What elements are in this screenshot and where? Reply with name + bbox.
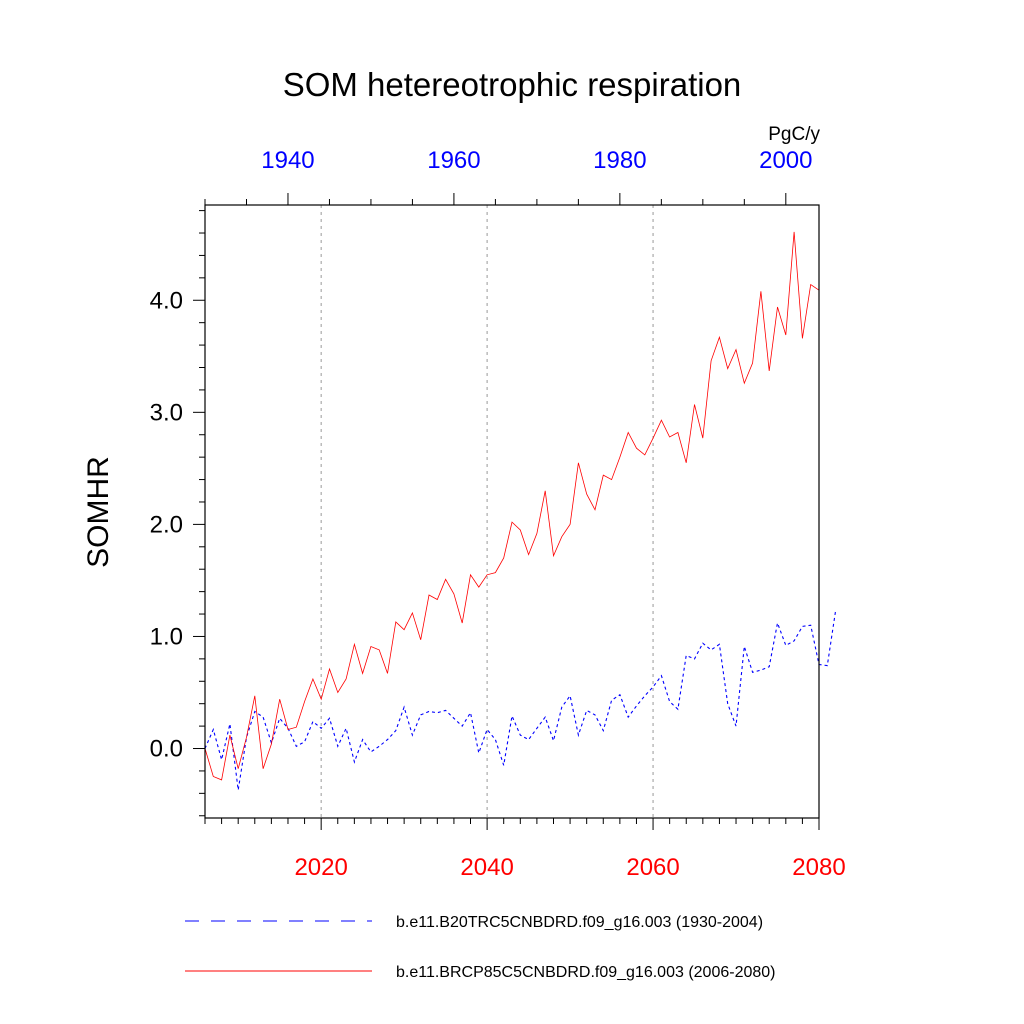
plot-frame (204, 204, 820, 819)
top-tick-label-1960: 1960 (427, 147, 480, 174)
y-tick-label-4: 4.0 (150, 287, 183, 314)
bottom-tick-label-2020: 2020 (294, 854, 347, 881)
top-tick-label-1940: 1940 (261, 147, 314, 174)
grid-lines (320, 205, 654, 818)
y-tick-label-0: 0.0 (150, 736, 183, 763)
legend: b.e11.B20TRC5CNBDRD.f09_g16.003 (1930-20… (185, 914, 775, 981)
y-tick-label-3: 3.0 (150, 399, 183, 426)
legend-label-historical: b.e11.B20TRC5CNBDRD.f09_g16.003 (1930-20… (396, 914, 763, 931)
y-tick-label-2: 2.0 (150, 511, 183, 538)
bottom-tick-label-2060: 2060 (626, 854, 679, 881)
axes: 0.0 1.0 2.0 3.0 4.0 2020 2040 2060 2080 1940 1960 1… (150, 147, 846, 881)
bottom-tick-label-2040: 2040 (460, 854, 513, 881)
series-line-rcp85 (204, 231, 820, 781)
top-tick-label-1980: 1980 (593, 147, 646, 174)
chart-title: SOM hetereotrophic respiration (283, 66, 742, 103)
legend-label-rcp85: b.e11.BRCP85C5CNBDRD.f09_g16.003 (2006-2… (396, 964, 775, 981)
y-axis-label: SOMHR (82, 456, 115, 568)
y-tick-label-1: 1.0 (150, 623, 183, 650)
top-tick-label-2000: 2000 (759, 147, 812, 174)
series-line-historical (204, 610, 837, 791)
series-layer (204, 231, 837, 791)
bottom-tick-label-2080: 2080 (792, 854, 845, 881)
units-label: PgC/y (768, 124, 820, 145)
